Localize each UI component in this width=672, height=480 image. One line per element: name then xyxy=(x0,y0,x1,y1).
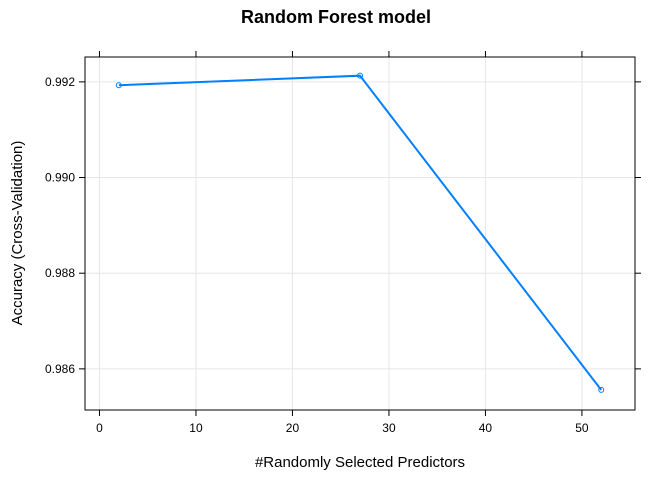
x-tick-label-0: 0 xyxy=(96,421,103,435)
x-tick-label-4: 40 xyxy=(479,421,493,435)
y-tick-label-2: 0.990 xyxy=(45,171,75,185)
data-point-0-1 xyxy=(357,72,363,79)
x-tick-label-3: 30 xyxy=(382,421,396,435)
y-tick-label-0: 0.986 xyxy=(45,362,75,376)
data-point-0-2 xyxy=(598,386,605,393)
series-group xyxy=(115,72,605,393)
data-point-0-0 xyxy=(115,82,122,89)
y-axis: 0.986 0.988 0.990 0.992 xyxy=(45,75,641,376)
y-axis-label: Accuracy (Cross-Validation) xyxy=(9,141,26,326)
x-tick-label-5: 50 xyxy=(575,421,589,435)
plot-frame xyxy=(84,56,636,411)
x-axis: 0 10 20 30 40 50 xyxy=(96,51,589,435)
chart-title: Random Forest model xyxy=(241,7,431,27)
x-axis-label: #Randomly Selected Predictors xyxy=(255,454,465,471)
x-tick-label-2: 20 xyxy=(286,421,300,435)
x-tick-label-1: 10 xyxy=(189,421,203,435)
series-line-0 xyxy=(118,74,602,391)
y-tick-label-3: 0.992 xyxy=(45,75,75,89)
y-tick-label-1: 0.988 xyxy=(45,266,75,280)
grid-lines xyxy=(85,57,635,410)
